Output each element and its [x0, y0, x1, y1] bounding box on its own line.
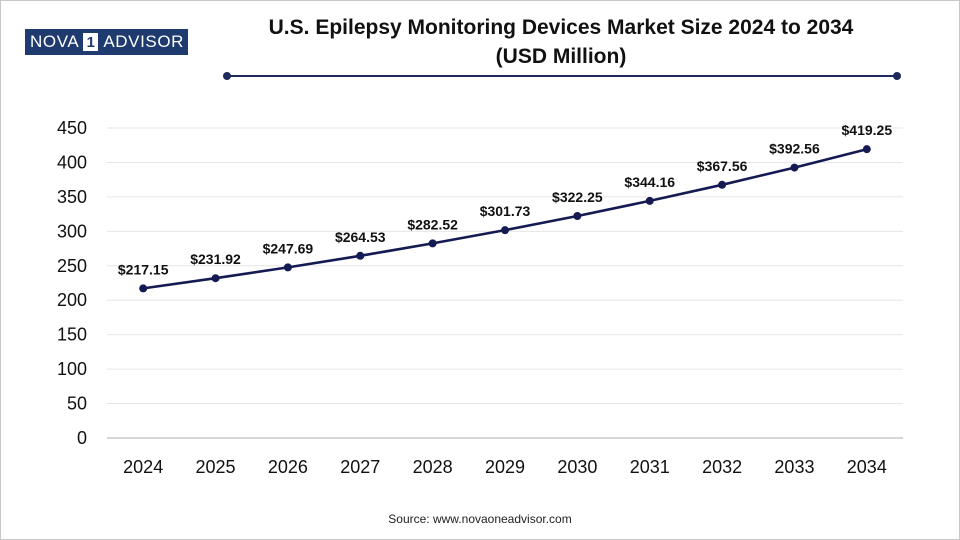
chart-title-line-2: (USD Million) [495, 45, 627, 68]
x-axis-tick-labels: 2024 2025 2026 2027 2028 2029 2030 2031 2032 2033… [123, 457, 887, 477]
y-tick-label: 0 [77, 428, 87, 448]
x-tick-label: 2025 [196, 457, 236, 477]
y-tick-label: 250 [57, 256, 87, 276]
data-point-2033 [790, 163, 799, 172]
x-tick-label: 2030 [557, 457, 597, 477]
data-label-2030: $322.25 [552, 189, 603, 205]
data-point-2032 [718, 180, 727, 189]
y-tick-label: 300 [57, 221, 87, 241]
data-point-2026 [283, 263, 292, 272]
data-point-2025 [211, 274, 220, 283]
grid-lines [107, 127, 903, 405]
logo-text-advisor: ADVISOR [103, 32, 185, 51]
source-note: Source: www.novaoneadvisor.com [388, 512, 572, 526]
chart-title: U.S. Epilepsy Monitoring Devices Market … [181, 13, 941, 71]
y-tick-label: 50 [67, 394, 87, 414]
y-tick-label: 400 [57, 152, 87, 172]
data-label-2034: $419.25 [842, 122, 893, 138]
data-point-2027 [356, 251, 365, 260]
x-tick-label: 2029 [485, 457, 525, 477]
y-axis-tick-labels: 0 50 100 150 200 250 300 350 400 450 [57, 118, 87, 448]
x-tick-label: 2033 [774, 457, 814, 477]
data-label-2026: $247.69 [263, 240, 314, 256]
x-tick-label: 2032 [702, 457, 742, 477]
data-label-2027: $264.53 [335, 229, 386, 245]
data-point-2030 [573, 212, 582, 221]
series-market-size [139, 145, 871, 293]
x-tick-label: 2026 [268, 457, 308, 477]
x-tick-label: 2031 [630, 457, 670, 477]
data-point-2029 [501, 226, 509, 235]
data-point-2028 [428, 239, 437, 248]
data-label-2029: $301.73 [480, 203, 531, 219]
data-point-2024 [139, 284, 148, 293]
chart-title-line-1: U.S. Epilepsy Monitoring Devices Market … [268, 16, 854, 39]
y-tick-label: 200 [57, 290, 87, 310]
title-underline-left-dot [223, 72, 231, 80]
data-label-2024: $217.15 [118, 261, 169, 277]
data-point-2031 [645, 196, 654, 205]
y-tick-label: 100 [57, 359, 87, 379]
x-tick-label: 2028 [413, 457, 453, 477]
y-tick-label: 450 [57, 118, 87, 138]
logo-mark: 1 [83, 33, 99, 51]
data-label-2028: $282.52 [407, 216, 458, 232]
data-label-2025: $231.92 [190, 251, 241, 267]
data-label-2031: $344.16 [624, 174, 675, 190]
brand-logo: NOVA 1 ADVISOR [25, 29, 189, 55]
x-tick-label: 2034 [847, 457, 887, 477]
x-tick-label: 2024 [123, 457, 163, 477]
title-underline [223, 72, 901, 80]
title-underline-right-dot [893, 72, 901, 80]
data-labels: $217.15 $231.92 $247.69 $264.53 $282.52 $301.… [118, 122, 892, 277]
data-point-2034 [862, 145, 871, 154]
logo-text-nova: NOVA [30, 32, 80, 51]
y-tick-label: 150 [57, 325, 87, 345]
x-tick-label: 2027 [340, 457, 380, 477]
y-tick-label: 350 [57, 187, 87, 207]
data-label-2033: $392.56 [769, 141, 820, 157]
data-label-2032: $367.56 [697, 158, 748, 174]
